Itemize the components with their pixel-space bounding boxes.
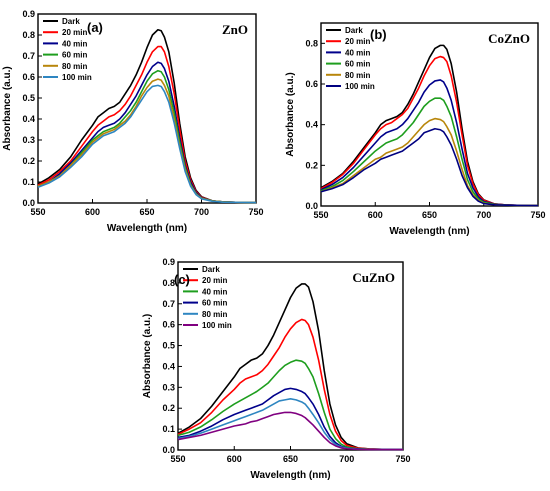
series-line-dark: [320, 44, 539, 207]
legend-entry: 20 min: [345, 37, 370, 46]
y-tick-label: 0.5: [22, 93, 35, 103]
legend-entry: Dark: [62, 17, 80, 26]
legend-entry: 40 min: [62, 39, 87, 48]
legend-entry: 100 min: [202, 321, 232, 330]
series-line-60-min: [37, 69, 257, 204]
legend-entry: 100 min: [62, 73, 92, 82]
y-tick-label: 0.6: [305, 79, 318, 89]
y-axis-label: Absorbance (a.u.): [2, 66, 13, 150]
y-tick-label: 0.9: [162, 257, 175, 267]
x-tick-label: 600: [85, 207, 100, 217]
legend-entry: Dark: [202, 265, 220, 274]
x-tick-label: 750: [530, 210, 545, 220]
y-axis-label: Absorbance (a.u.): [285, 72, 296, 156]
x-tick-label: 650: [139, 207, 154, 217]
y-tick-label: 0.4: [22, 114, 35, 124]
y-tick-label: 0.3: [162, 382, 175, 392]
material-label: CuZnO: [352, 270, 395, 285]
x-tick-label: 600: [368, 210, 383, 220]
y-tick-label: 0.8: [305, 38, 318, 48]
material-label: CoZnO: [488, 31, 530, 46]
y-tick-label: 0.9: [22, 9, 35, 19]
legend-entry: 60 min: [202, 299, 227, 308]
x-tick-label: 550: [313, 210, 328, 220]
y-tick-label: 0.5: [162, 341, 175, 351]
y-tick-label: 0.7: [162, 299, 175, 309]
series-line-100-min: [177, 411, 403, 451]
y-tick-label: 0.2: [22, 156, 35, 166]
y-tick-label: 0.3: [22, 135, 35, 145]
x-tick-label: 550: [30, 207, 45, 217]
series-line-dark: [177, 283, 404, 451]
y-tick-label: 0.8: [22, 30, 35, 40]
panel-label: (b): [370, 27, 387, 42]
legend-entry: 80 min: [345, 71, 370, 80]
y-tick-label: 0.6: [22, 72, 35, 82]
x-tick-label: 700: [339, 454, 354, 464]
x-tick-label: 550: [170, 454, 185, 464]
x-tick-label: 650: [422, 210, 437, 220]
series-line-100-min: [320, 127, 539, 207]
y-tick-label: 0.7: [22, 51, 35, 61]
y-tick-label: 0.1: [162, 424, 175, 434]
series-line-20-min: [177, 318, 404, 451]
legend-entry: 80 min: [202, 310, 227, 319]
series-line-40-min: [37, 61, 257, 204]
y-tick-label: 0.0: [305, 201, 318, 211]
y-tick-label: 0.4: [162, 361, 175, 371]
legend-entry: Dark: [345, 26, 363, 35]
series-line-40-min: [320, 79, 539, 207]
panel-label: (a): [87, 20, 103, 35]
x-axis-label: Wavelength (nm): [107, 223, 187, 234]
series-line-40-min: [177, 359, 404, 451]
panel-a: 550 600 650 700 750 0.0 0.1 0.2 0.3 0.4 0.5 0.6 0.7 0…: [2, 9, 264, 234]
y-axis-label: Absorbance (a.u.): [142, 314, 153, 398]
panel-label: (c): [174, 272, 190, 287]
legend-entry: 60 min: [345, 60, 370, 69]
x-axis-label: Wavelength (nm): [250, 470, 330, 481]
series-line-80-min: [37, 78, 257, 204]
series-line-100-min: [37, 84, 257, 204]
y-tick-label: 0.2: [305, 160, 318, 170]
x-tick-label: 600: [227, 454, 242, 464]
material-label: ZnO: [222, 22, 248, 37]
y-tick-label: 0.4: [305, 120, 318, 130]
x-tick-label: 700: [194, 207, 209, 217]
panel-b: 550 600 650 700 750 0.0 0.2 0.4 0.6 0.8 Wavelength…: [285, 22, 546, 237]
y-tick-label: 0.0: [162, 445, 175, 455]
panel-c: 550 600 650 700 750 0.0 0.1 0.2 0.3 0.4 0.5 0.6 0.7 0…: [142, 257, 411, 481]
y-tick-label: 0.0: [22, 198, 35, 208]
legend-entry: 80 min: [62, 62, 87, 71]
legend-entry: 40 min: [202, 287, 227, 296]
x-tick-label: 650: [283, 454, 298, 464]
legend-entry: 100 min: [345, 82, 375, 91]
x-tick-label: 700: [476, 210, 491, 220]
x-tick-label: 750: [248, 207, 263, 217]
y-tick-label: 0.1: [22, 177, 35, 187]
y-tick-label: 0.8: [162, 278, 175, 288]
series-line-60-min: [320, 97, 539, 207]
y-tick-label: 0.6: [162, 320, 175, 330]
legend-entry: 20 min: [62, 28, 87, 37]
legend-entry: 40 min: [345, 48, 370, 57]
y-tick-label: 0.2: [162, 403, 175, 413]
series-line-20-min: [320, 55, 539, 207]
x-tick-label: 750: [395, 454, 410, 464]
legend-entry: 60 min: [62, 51, 87, 60]
x-axis-label: Wavelength (nm): [389, 226, 469, 237]
legend-entry: 20 min: [202, 276, 227, 285]
